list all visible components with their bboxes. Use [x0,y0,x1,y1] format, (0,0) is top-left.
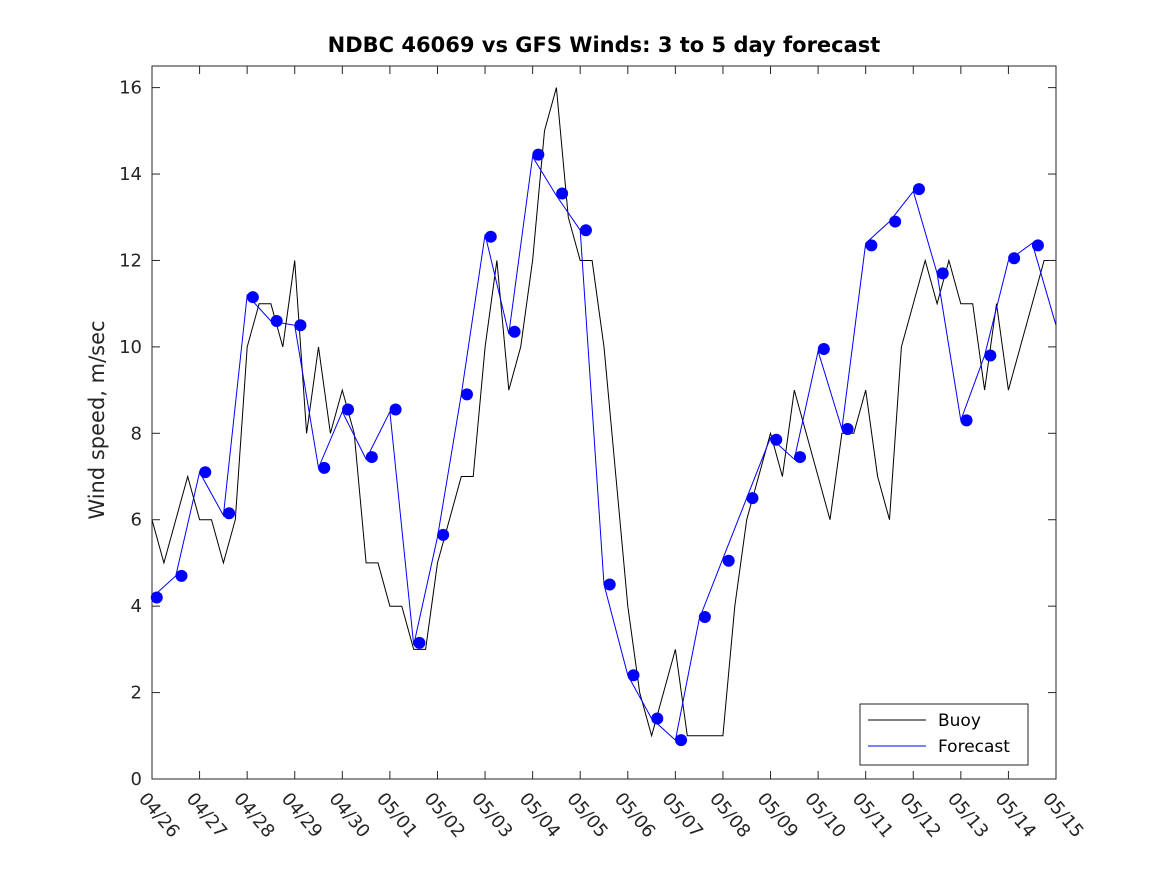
forecast-marker-10 [389,403,402,416]
chart-title: NDBC 46069 vs GFS Winds: 3 to 5 day fore… [328,33,881,57]
x-tick-label-14: 05/10 [800,789,849,842]
forecast-marker-21 [651,712,664,725]
x-tick-label-17: 05/13 [943,789,992,842]
x-tick-label-6: 05/02 [420,789,469,842]
x-tick-label-1: 04/27 [182,789,231,842]
forecast-marker-24 [722,554,735,567]
forecast-marker-6 [294,319,307,332]
forecast-marker-15 [508,325,521,338]
legend-label-buoy: Buoy [938,711,981,731]
forecast-marker-14 [484,230,497,243]
forecast-marker-23 [698,610,711,623]
legend-box [859,703,1029,766]
x-tick-label-3: 04/29 [277,789,326,842]
forecast-marker-35 [984,349,997,362]
forecast-marker-2 [199,466,212,479]
forecast-marker-36 [1008,252,1021,265]
y-axis-label: Wind speed, m/sec [85,320,109,519]
forecast-marker-33 [936,267,949,280]
forecast-marker-25 [746,492,759,505]
forecast-marker-34 [960,414,973,427]
y-tick-label-3: 6 [131,510,142,531]
x-tick-label-19: 05/15 [1038,789,1087,842]
y-tick-label-6: 12 [119,250,142,271]
y-tick-label-2: 4 [131,596,142,617]
forecast-marker-17 [556,187,569,200]
legend-label-forecast: Forecast [938,737,1010,757]
legend: Buoy Forecast [859,703,1029,766]
forecast-marker-7 [318,461,331,474]
forecast-marker-13 [460,388,473,401]
x-tick-label-15: 05/11 [848,789,897,842]
y-tick-label-8: 16 [119,78,142,99]
forecast-marker-3 [223,507,236,520]
forecast-marker-22 [675,734,688,747]
x-tick-label-9: 05/05 [562,789,611,842]
plot-area [151,65,1057,780]
y-tick-label-5: 10 [119,337,142,358]
x-tick-label-8: 05/04 [515,789,564,842]
x-tick-label-13: 05/09 [753,789,802,842]
forecast-marker-31 [889,215,902,228]
forecast-marker-12 [437,528,450,541]
forecast-marker-27 [794,451,807,464]
forecast-marker-0 [150,591,163,604]
forecast-marker-29 [841,422,854,435]
forecast-marker-19 [603,578,616,591]
forecast-marker-1 [175,569,188,582]
x-tick-label-7: 05/03 [467,789,516,842]
forecast-marker-5 [270,314,283,327]
forecast-marker-11 [413,636,426,649]
x-tick-label-16: 05/12 [895,789,944,842]
y-tick-label-7: 14 [119,164,142,185]
forecast-marker-9 [365,451,378,464]
x-tick-label-10: 05/06 [610,789,659,842]
forecast-markers-group [150,148,1044,747]
forecast-marker-37 [1031,239,1044,252]
y-tick-label-1: 2 [131,683,142,704]
forecast-marker-30 [865,239,878,252]
forecast-marker-26 [770,433,783,446]
y-tick-label-4: 8 [131,423,142,444]
y-tick-label-0: 0 [131,769,142,790]
forecast-marker-20 [627,669,640,682]
x-tick-label-18: 05/14 [991,789,1040,842]
x-tick-label-5: 05/01 [372,789,421,842]
x-tick-label-0: 04/26 [134,789,183,842]
x-tick-label-11: 05/07 [658,789,707,842]
forecast-marker-32 [912,183,925,196]
x-tick-label-12: 05/08 [705,789,754,842]
x-tick-label-2: 04/28 [229,789,278,842]
forecast-marker-18 [579,224,592,237]
forecast-marker-16 [532,148,545,161]
x-tick-label-4: 04/30 [324,789,373,842]
forecast-marker-8 [342,403,355,416]
forecast-marker-28 [817,343,830,356]
forecast-marker-4 [246,291,259,304]
